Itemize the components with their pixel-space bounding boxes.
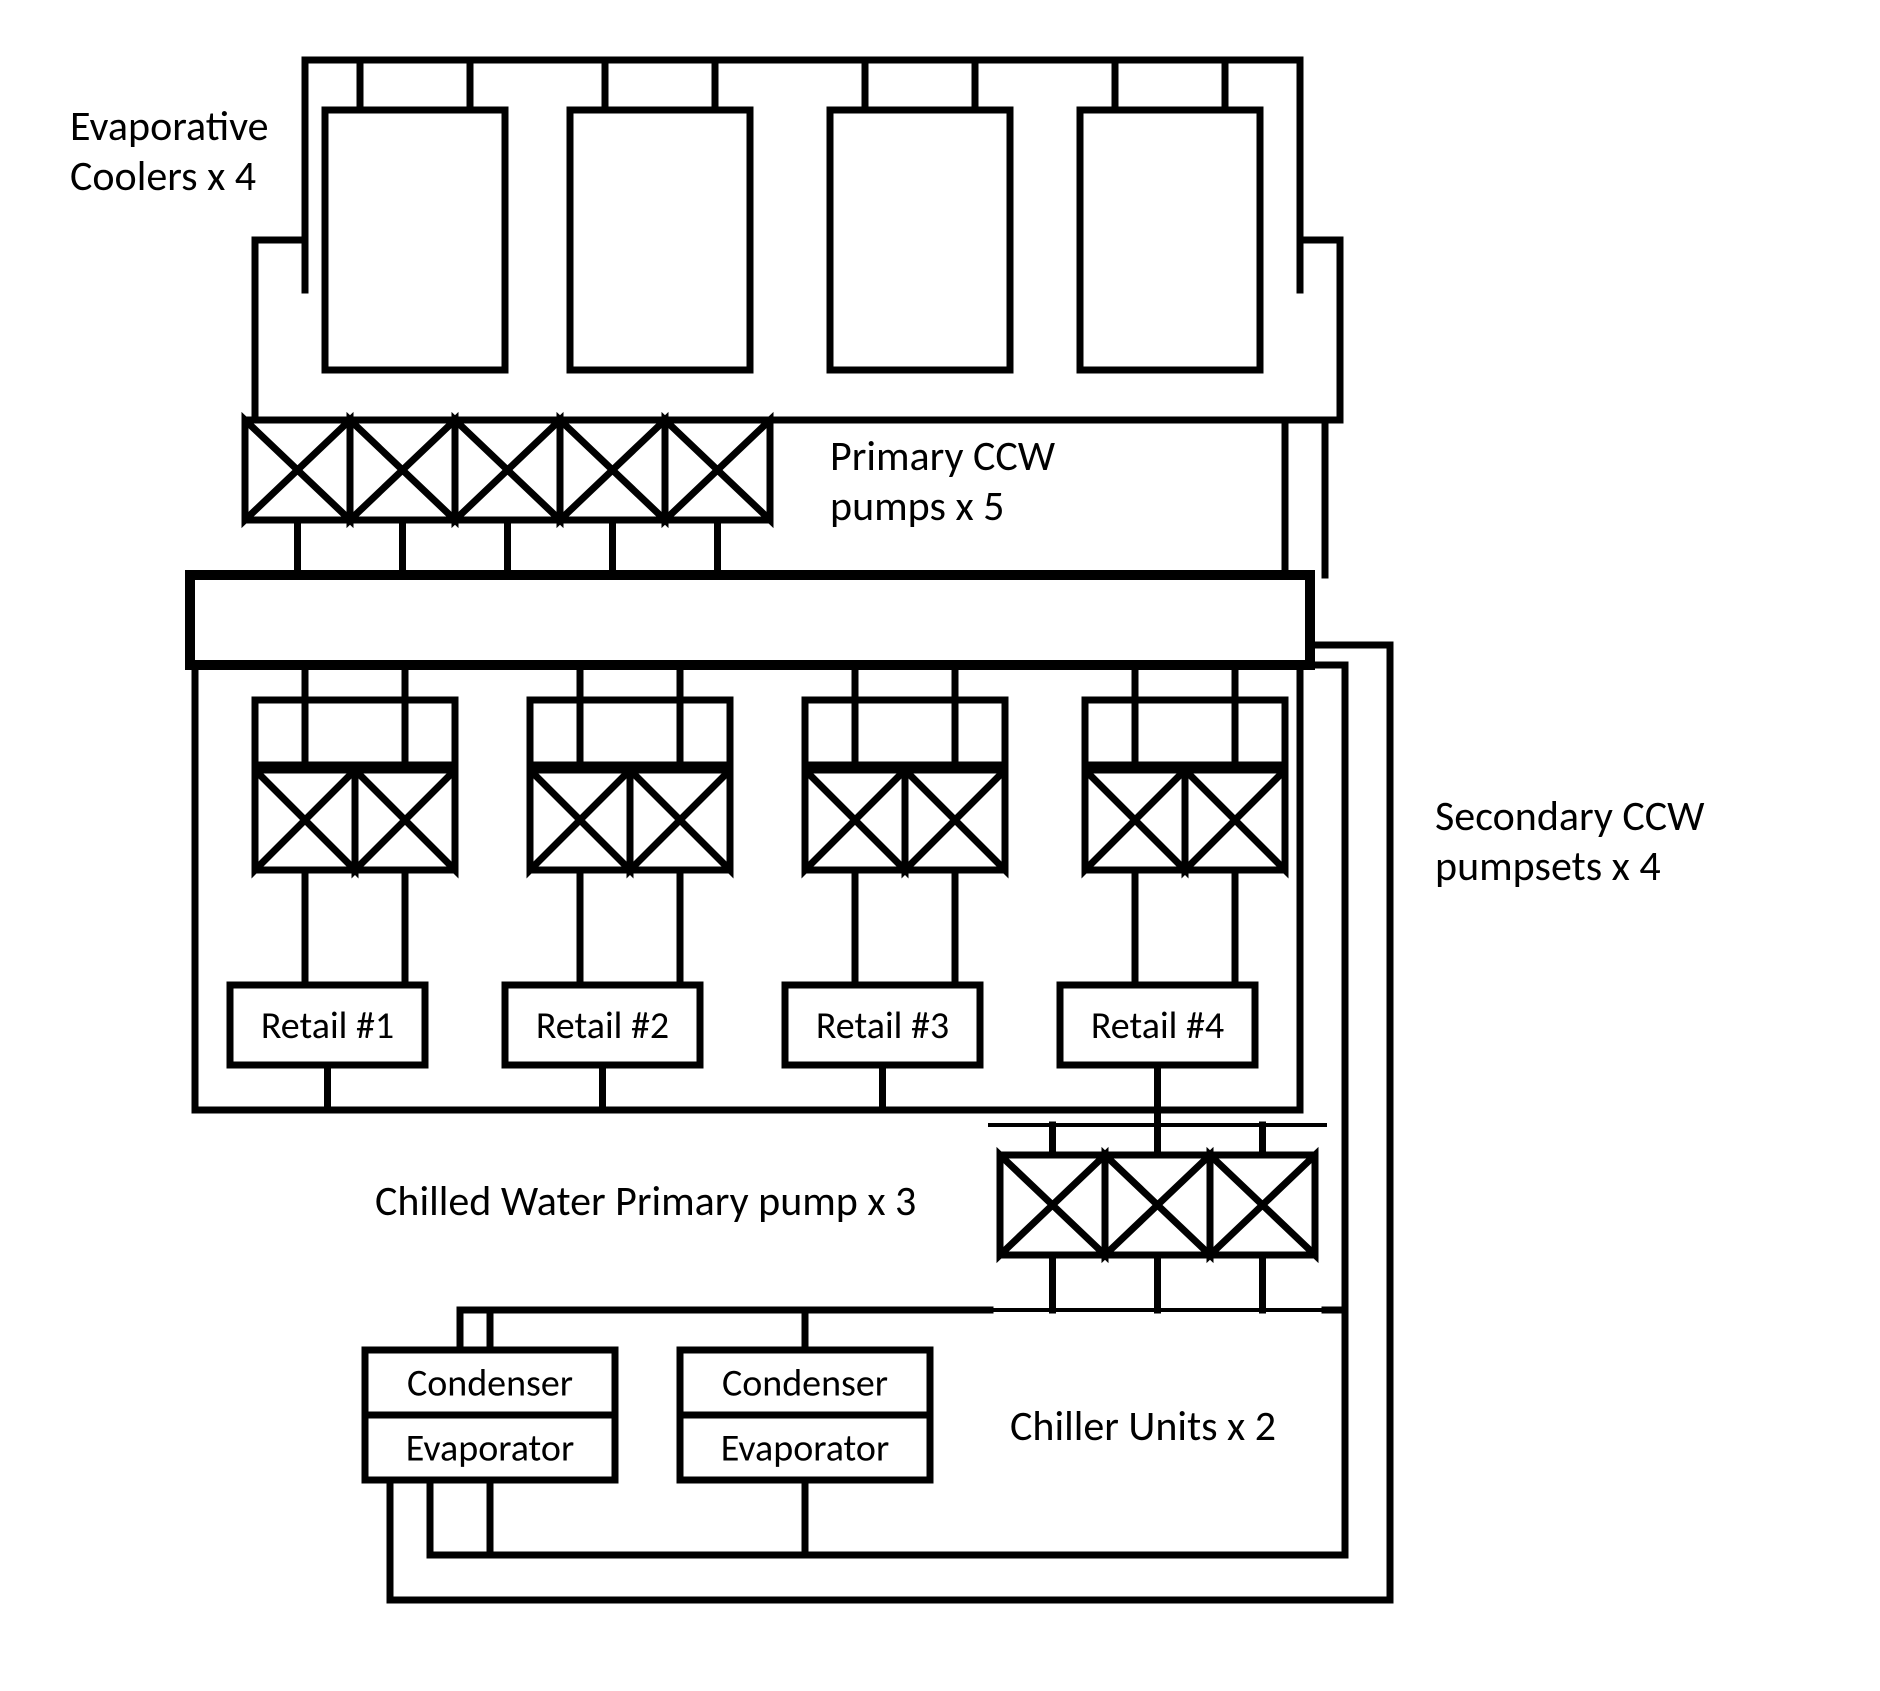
- label-primary-ccw-2: pumps x 5: [830, 481, 1004, 532]
- pump-triangle: [305, 770, 355, 870]
- pump-triangle: [1053, 1155, 1106, 1255]
- pump-triangle: [255, 770, 305, 870]
- pump-triangle: [1185, 770, 1235, 870]
- diagram-rect: [325, 110, 505, 370]
- pump-triangle: [665, 420, 718, 520]
- pump-triangle: [855, 770, 905, 870]
- pump-triangle: [530, 770, 580, 870]
- label-condenser-2: Condenser: [722, 1361, 888, 1407]
- pump-triangle: [630, 770, 680, 870]
- label-retail-1: Retail #1: [261, 1003, 394, 1049]
- pump-triangle: [355, 770, 405, 870]
- pump-triangle: [508, 420, 561, 520]
- pump-triangle: [805, 770, 855, 870]
- pump-triangle: [560, 420, 613, 520]
- pump-triangle: [580, 770, 630, 870]
- label-chiller-units: Chiller Units x 2: [1010, 1401, 1276, 1452]
- pump-triangle: [403, 420, 456, 520]
- pump-triangle: [405, 770, 455, 870]
- pump-triangle: [680, 770, 730, 870]
- label-primary-ccw: Primary CCW: [830, 431, 1056, 482]
- label-secondary-ccw: Secondary CCW: [1435, 791, 1705, 842]
- pump-triangle: [1210, 1155, 1263, 1255]
- pump-triangle: [718, 420, 771, 520]
- diagram-rect: [1080, 110, 1260, 370]
- pump-triangle: [1105, 1155, 1158, 1255]
- label-evap-coolers: Evaporative: [70, 101, 269, 152]
- label-retail-2: Retail #2: [536, 1003, 669, 1049]
- label-secondary-ccw-2: pumpsets x 4: [1435, 841, 1661, 892]
- label-retail-3: Retail #3: [816, 1003, 949, 1049]
- label-evaporator-1: Evaporator: [406, 1426, 574, 1472]
- pump-triangle: [350, 420, 403, 520]
- pump-triangle: [1135, 770, 1185, 870]
- label-chilled-primary: Chilled Water Primary pump x 3: [375, 1176, 916, 1227]
- pump-triangle: [905, 770, 955, 870]
- pump-triangle: [245, 420, 298, 520]
- diagram-rect: [190, 575, 1310, 665]
- label-retail-4: Retail #4: [1091, 1003, 1224, 1049]
- pump-triangle: [1263, 1155, 1316, 1255]
- pump-triangle: [1000, 1155, 1053, 1255]
- pump-triangle: [298, 420, 351, 520]
- diagram-rect: [830, 110, 1010, 370]
- pump-triangle: [455, 420, 508, 520]
- label-condenser-1: Condenser: [407, 1361, 573, 1407]
- label-evap-coolers-2: Coolers x 4: [70, 151, 256, 202]
- label-evaporator-2: Evaporator: [721, 1426, 889, 1472]
- pump-triangle: [613, 420, 666, 520]
- pump-triangle: [1235, 770, 1285, 870]
- pump-triangle: [1085, 770, 1135, 870]
- diagram-rect: [570, 110, 750, 370]
- pump-triangle: [1158, 1155, 1211, 1255]
- pump-triangle: [955, 770, 1005, 870]
